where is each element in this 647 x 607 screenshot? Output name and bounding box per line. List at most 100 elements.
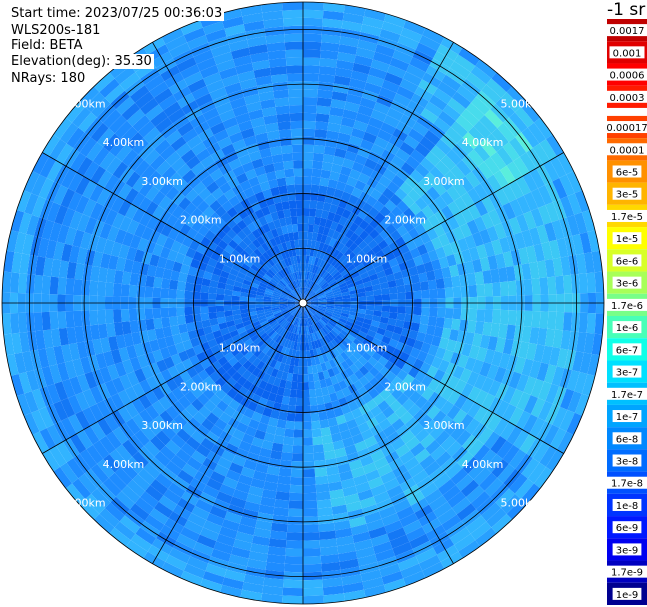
field-cell <box>291 281 297 290</box>
field-cell <box>427 316 437 327</box>
field-cell <box>285 420 295 430</box>
field-cell <box>299 350 303 359</box>
range-ring-label: 1.00km <box>219 252 261 265</box>
field-cell <box>403 456 420 471</box>
field-cell <box>228 554 249 567</box>
field-cell <box>311 273 316 282</box>
field-cell <box>452 181 468 197</box>
field-cell <box>327 228 336 238</box>
field-cell <box>359 454 374 467</box>
field-cell <box>330 329 339 338</box>
field-cell <box>2 271 12 293</box>
field-cell <box>352 275 362 283</box>
field-cell <box>119 166 135 184</box>
field-cell <box>292 309 299 316</box>
field-cell <box>502 142 520 162</box>
field-cell <box>25 312 36 332</box>
field-cell <box>381 512 400 527</box>
field-cell <box>16 393 32 416</box>
field-cell <box>232 290 241 297</box>
field-cell <box>430 145 447 161</box>
field-cell <box>303 41 322 51</box>
field-cell <box>125 386 139 403</box>
field-cell <box>251 158 264 170</box>
field-cell <box>508 407 524 426</box>
field-cell <box>204 229 216 241</box>
field-cell <box>348 194 359 206</box>
field-cell <box>177 469 194 485</box>
field-cell <box>184 282 194 292</box>
field-cell <box>298 310 302 319</box>
field-cell <box>412 282 422 292</box>
field-cell <box>425 325 436 336</box>
field-cell <box>418 177 433 192</box>
field-cell <box>132 207 146 224</box>
field-cell <box>303 595 324 604</box>
field-cell <box>322 585 344 596</box>
field-cell <box>460 192 475 208</box>
field-cell <box>184 306 193 316</box>
field-cell <box>115 257 127 272</box>
field-cell <box>385 273 396 282</box>
field-cell <box>250 334 260 343</box>
field-cell <box>349 78 367 90</box>
field-cell <box>308 216 316 225</box>
field-cell <box>303 389 310 399</box>
field-cell <box>6 353 19 376</box>
field-cell <box>379 366 391 378</box>
field-cell <box>459 413 474 430</box>
field-cell <box>292 264 297 273</box>
field-cell <box>465 171 481 188</box>
range-ring-label: 2.00km <box>180 214 222 227</box>
field-cell <box>260 279 269 286</box>
field-cell <box>333 290 342 296</box>
field-cell <box>387 318 397 326</box>
field-cell <box>60 417 77 438</box>
field-cell <box>303 65 320 74</box>
field-cell <box>31 196 46 218</box>
field-cell <box>82 389 97 408</box>
field-cell <box>537 400 553 422</box>
field-cell <box>491 513 513 534</box>
field-cell <box>248 330 258 339</box>
field-cell <box>377 239 389 250</box>
field-cell <box>264 26 285 37</box>
field-cell <box>176 533 197 550</box>
field-cell <box>282 289 290 296</box>
field-cell <box>375 346 386 357</box>
field-cell <box>322 394 332 404</box>
field-cell <box>242 379 253 391</box>
field-cell <box>303 287 306 296</box>
field-cell <box>465 515 487 534</box>
field-cell <box>347 508 365 520</box>
field-cell <box>382 187 395 200</box>
field-cell <box>280 250 287 260</box>
field-cell <box>50 328 62 348</box>
field-cell <box>80 232 93 250</box>
field-cell <box>248 44 268 56</box>
field-cell <box>216 400 229 412</box>
field-cell <box>502 444 520 464</box>
field-cell <box>331 399 341 410</box>
field-cell <box>381 79 400 94</box>
field-cell <box>228 195 241 207</box>
field-cell <box>338 379 348 390</box>
field-cell <box>211 187 224 200</box>
field-cell <box>521 326 532 343</box>
field-cell <box>235 481 251 494</box>
field-cell <box>538 205 552 225</box>
field-cell <box>315 322 322 330</box>
field-cell <box>382 168 397 182</box>
field-cell <box>388 286 398 294</box>
field-cell <box>137 468 156 486</box>
field-cell <box>301 279 303 288</box>
field-cell <box>408 366 420 379</box>
field-cell <box>107 364 120 381</box>
field-cell <box>481 196 496 213</box>
field-cell <box>462 456 480 474</box>
field-cell <box>170 434 186 449</box>
field-cell <box>106 268 116 284</box>
colorbar-tick-bg <box>607 24 647 37</box>
field-cell <box>533 117 553 140</box>
field-cell <box>253 67 272 79</box>
